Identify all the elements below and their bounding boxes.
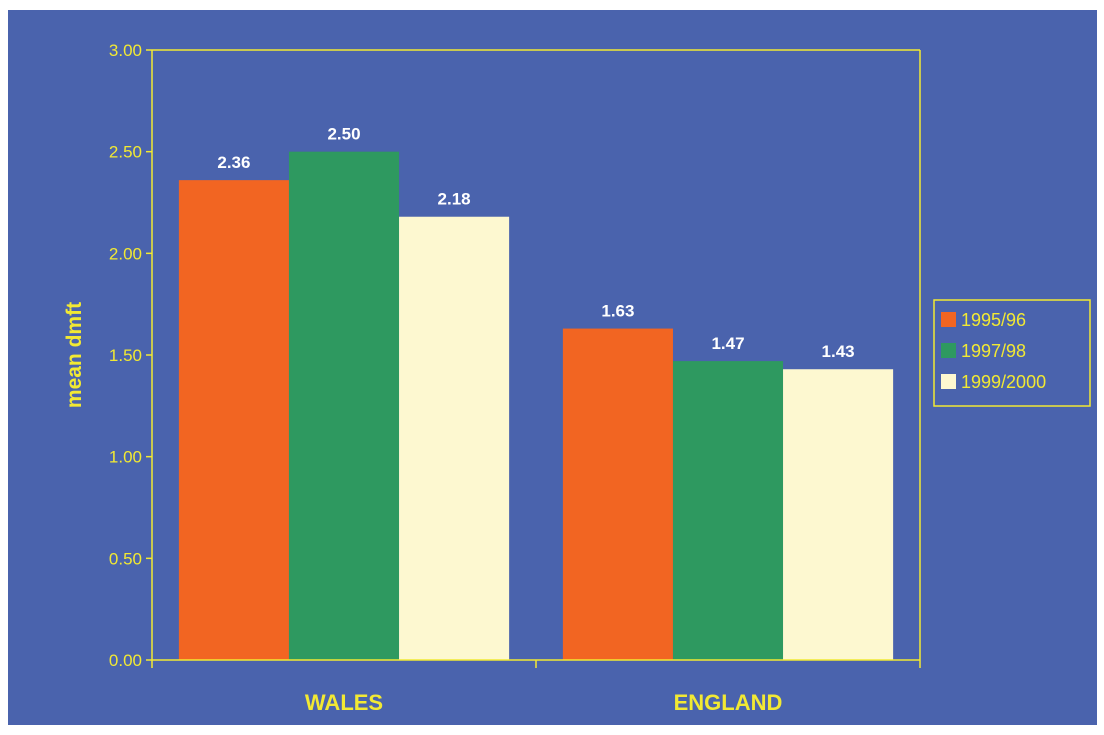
y-tick-label: 3.00	[109, 41, 142, 60]
data-label: 2.36	[217, 153, 250, 172]
legend-label: 1995/96	[961, 310, 1026, 330]
data-label: 2.18	[438, 190, 471, 209]
bar-england-1997-98	[672, 361, 784, 660]
y-tick-label: 0.50	[109, 549, 142, 568]
axes-group: 0.00 0.50 1.00 1.50 2.00 2.50 3.00 WALES ENGLAND	[109, 41, 921, 715]
y-tick-label: 0.00	[109, 651, 142, 670]
legend-label: 1999/2000	[961, 372, 1046, 392]
bar-wales-1997-98	[288, 151, 400, 660]
chart-area: mean dmft 2.36 2.50 2.18 1.63 1.47 1.43 0.00 0…	[8, 10, 1097, 725]
legend-swatch	[941, 312, 956, 327]
legend-swatch	[941, 343, 956, 358]
legend: 1995/96 1997/98 1999/2000	[933, 299, 1091, 407]
y-axis-label: mean dmft	[63, 302, 86, 408]
data-label: 2.50	[327, 125, 360, 144]
bars-group: 2.36 2.50 2.18 1.63 1.47 1.43	[178, 125, 894, 660]
legend-box	[933, 299, 1091, 407]
y-tick-label: 2.00	[109, 244, 142, 263]
bar-england-1999-2000	[783, 369, 894, 660]
legend-label: 1997/98	[961, 341, 1026, 361]
bar-wales-1999-2000	[399, 216, 510, 660]
x-category-label: WALES	[305, 690, 383, 715]
y-tick-label: 1.00	[109, 448, 142, 467]
data-label: 1.47	[711, 334, 744, 353]
legend-swatch	[941, 374, 956, 389]
bar-wales-1995-96	[178, 180, 289, 660]
y-tick-label: 1.50	[109, 346, 142, 365]
bar-chart: mean dmft 2.362.502.181.631.47 1.43 0.000…	[63, 41, 1091, 715]
data-label: 1.43	[822, 342, 855, 361]
x-category-label: ENGLAND	[674, 690, 783, 715]
bar-england-1995-96	[562, 328, 673, 660]
y-tick-label: 2.50	[109, 143, 142, 162]
data-label: 1.63	[601, 302, 634, 321]
